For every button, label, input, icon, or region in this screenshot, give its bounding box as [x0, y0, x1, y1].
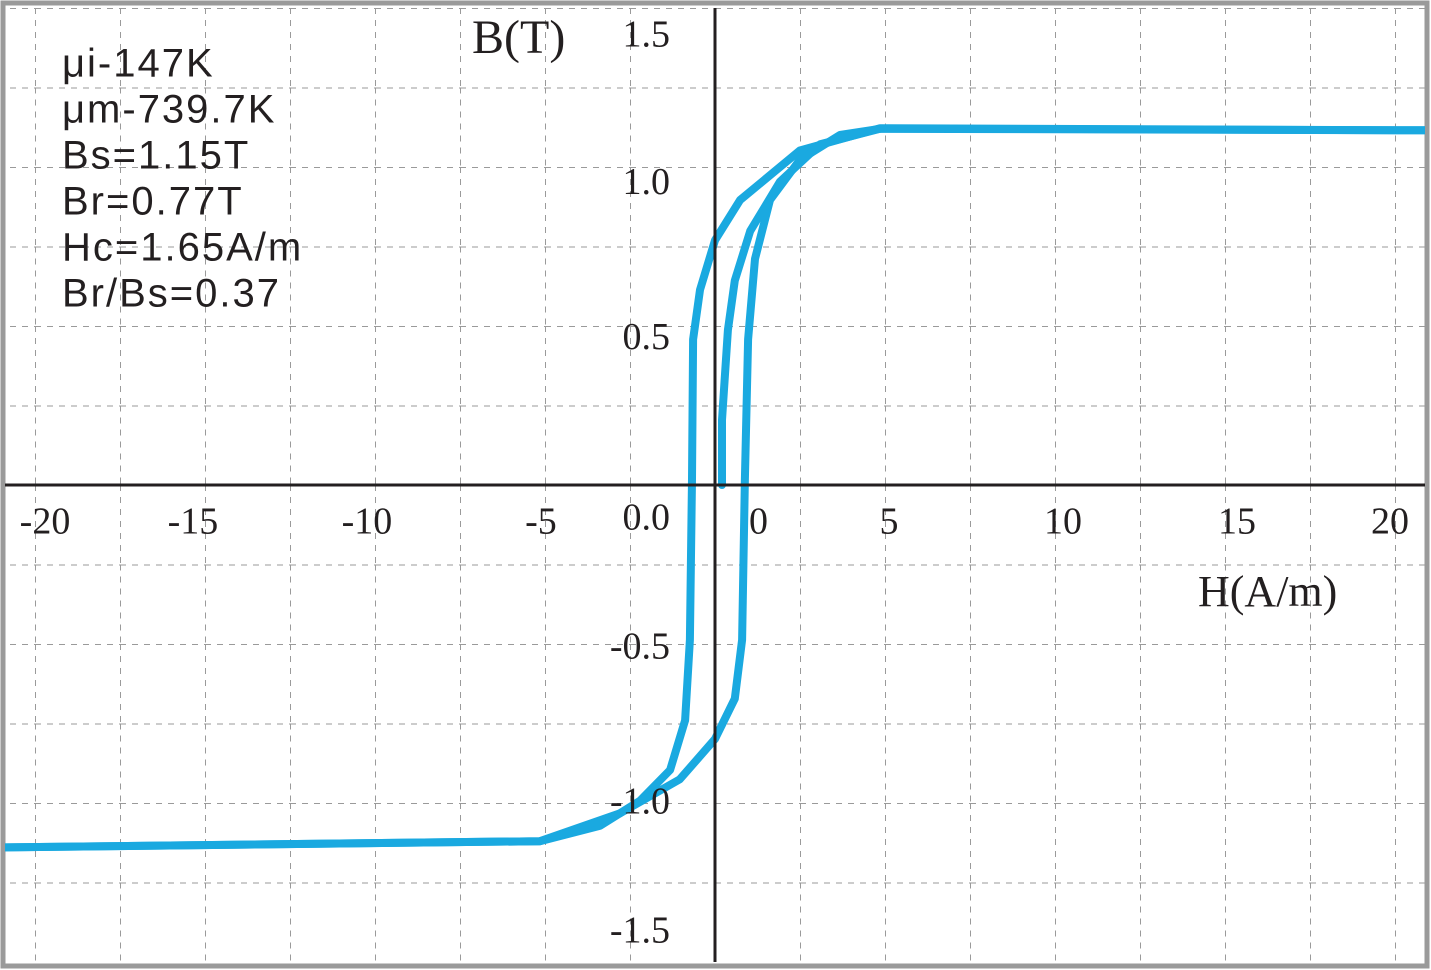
annotation: Br/Bs=0.37	[62, 272, 281, 316]
annotation: Bs=1.15T	[62, 134, 250, 178]
x-tick-label: -20	[20, 501, 71, 543]
x-tick-label: 20	[1371, 501, 1409, 543]
x-tick-label: -5	[525, 501, 557, 543]
x-tick-label: 0	[749, 501, 768, 543]
curve	[718, 124, 884, 489]
y-tick-label: -1.5	[610, 910, 670, 952]
x-tick-label: -10	[342, 501, 393, 543]
x-tick-label: 15	[1218, 501, 1256, 543]
y-tick-label: -0.5	[610, 626, 670, 668]
y-tick-label: 1.5	[623, 14, 671, 56]
annotation: Hc=1.65A/m	[62, 226, 303, 270]
x-tick-label: 10	[1044, 501, 1082, 543]
y-axis-label: B(T)	[472, 11, 565, 64]
y-tick-label: 0.5	[623, 316, 671, 358]
annotation: μm-739.7K	[62, 88, 276, 132]
annotation: μi-147K	[62, 42, 215, 86]
y-tick-label: 0.0	[623, 497, 671, 539]
annotation: Br=0.77T	[62, 180, 244, 224]
x-tick-label: -15	[168, 501, 219, 543]
plot-area	[5, 124, 1425, 852]
x-tick-label: 5	[880, 501, 899, 543]
x-axis-label: H(A/m)	[1198, 567, 1337, 616]
y-tick-label: 1.0	[623, 161, 671, 203]
y-tick-label: -1.0	[610, 780, 670, 822]
